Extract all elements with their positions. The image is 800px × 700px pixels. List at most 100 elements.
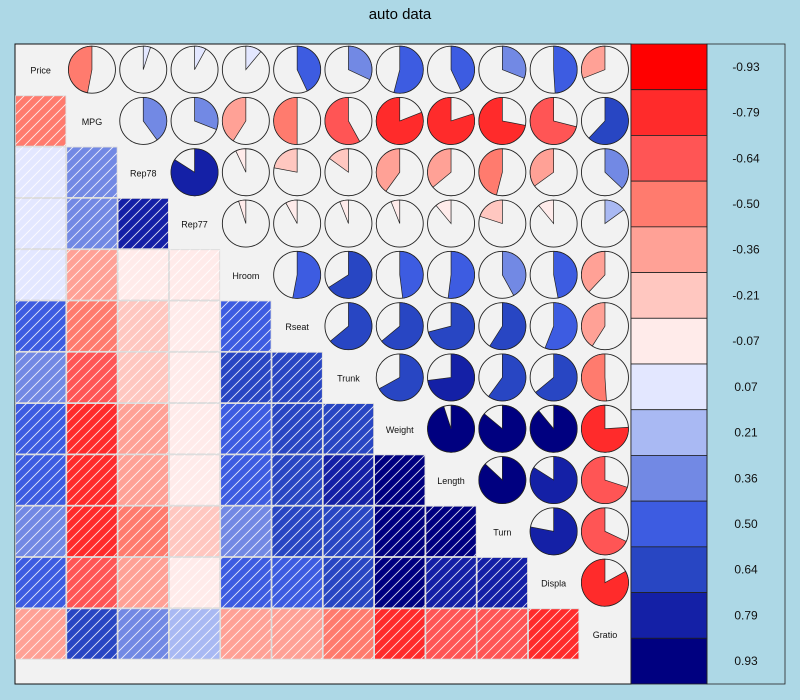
shade-cell-hatch [15,454,66,506]
pie-slice [285,199,298,224]
shade-cell-hatch [374,454,425,506]
shade-cell-hatch [425,557,477,608]
pie-slice [245,45,262,71]
pie-slice [581,558,629,607]
shade-cell-hatch [15,301,66,352]
pie-slice [581,456,628,504]
pie-slice [170,148,219,197]
shade-cell-hatch [220,608,271,660]
shade-cell-hatch [425,506,477,557]
shade-cell-hatch [169,249,220,300]
pie-slice [478,148,503,196]
pie-slice [581,45,606,79]
shade-cell-hatch [374,608,425,660]
shade-cell-hatch [118,352,169,403]
pie-slice [273,148,298,173]
pie-slice [296,45,321,92]
legend-swatch [630,500,708,548]
variable-label: Displa [541,579,566,589]
variable-label: Rseat [285,322,309,332]
shade-cell-hatch [374,557,425,608]
legend-label: 0.21 [734,426,758,440]
pie-slice [502,45,527,79]
pie-slice [479,199,503,225]
pie-slice [194,97,219,131]
variable-label: Rep77 [181,220,208,230]
shade-cell-hatch [66,608,118,660]
pie-slice [273,97,298,145]
pie-slice [544,302,578,350]
shade-cell-hatch [118,301,169,352]
shade-cell-hatch [118,198,169,249]
legend-frame [706,43,786,685]
shade-cell-hatch [66,403,118,454]
pie-slice [581,250,606,293]
shade-cell-hatch [66,198,118,249]
shade-cell-hatch [66,557,118,608]
legend-swatch [630,546,708,593]
variable-label: Turn [493,527,511,537]
shade-cell-hatch [169,557,220,608]
shade-cell-hatch [15,249,66,300]
shade-cell-hatch [118,557,169,608]
pie-slice [502,250,527,296]
pie-slice [553,45,578,94]
pie-slice [581,302,606,347]
shade-cell-hatch [323,557,374,608]
shade-cell-hatch [425,608,477,660]
pie-slice [538,199,554,225]
shade-cell-hatch [220,352,271,403]
legend-label: -0.21 [732,288,760,302]
variable-label: Price [30,66,51,76]
pie-slice [529,148,554,187]
legend-label: -0.50 [732,197,760,211]
shade-cell-hatch [323,608,374,660]
shade-cell-hatch [66,249,118,300]
pie-slice [222,97,247,142]
shade-cell-hatch [272,352,323,403]
pie-slice [292,250,321,299]
pie-slice [447,250,475,299]
pie-slice [427,97,475,145]
pie-slice [235,148,247,173]
pie-slice [535,353,578,402]
shade-cell-hatch [15,557,66,608]
legend-swatch [630,409,708,456]
shade-cell-hatch [118,249,169,300]
variable-label: Gratio [593,630,618,640]
shade-cell-hatch [323,454,374,506]
legend-swatch [630,637,708,685]
shade-cell-hatch [374,506,425,557]
variable-label: Trunk [337,373,360,383]
pie-slice [488,353,527,402]
shade-cell-hatch [169,301,220,352]
pie-slice [328,148,349,173]
shade-cell-hatch [220,506,271,557]
shade-cell-hatch [272,506,323,557]
shade-cell-hatch [15,506,66,557]
pie-slice [604,199,625,225]
shade-cell-hatch [169,352,220,403]
pie-slice [324,97,361,145]
shade-cell-hatch [477,608,528,660]
legend-label: 0.64 [734,563,758,577]
shade-cell-hatch [220,403,271,454]
shade-cell-hatch [169,403,220,454]
pie-slice [529,507,578,556]
pie-slice [478,404,527,453]
legend-label: -0.07 [732,334,760,348]
pie-slice [553,250,578,299]
shade-cell-hatch [272,454,323,506]
variable-label: Rep78 [130,168,157,178]
pie-slice [348,45,373,81]
pie-slice [427,353,475,402]
shade-cell-hatch [15,147,66,198]
pie-slice [339,199,349,224]
pie-slice [142,97,168,141]
legend-swatch [630,89,708,136]
shade-cell-hatch [528,608,579,660]
pie-slice [581,353,607,402]
shade-cell-hatch [477,557,528,608]
pie-slice [478,97,526,145]
shade-cell-hatch [66,454,118,506]
